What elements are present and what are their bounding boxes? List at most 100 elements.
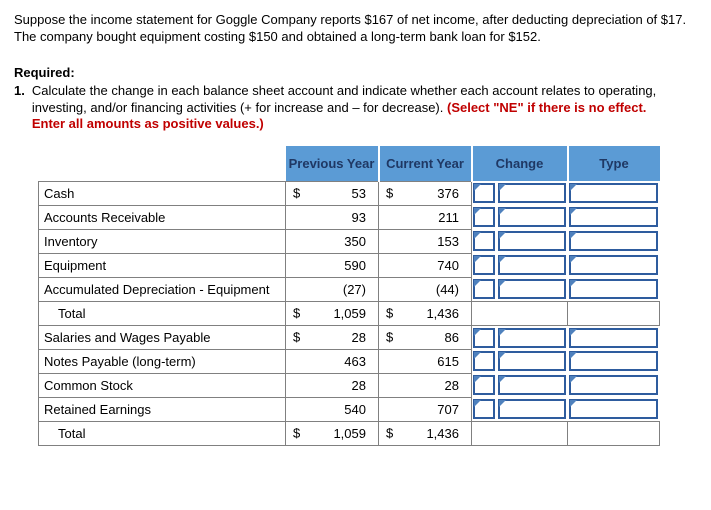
change-sign-input[interactable]: [473, 375, 495, 396]
total-row: Total $1,059 $1,436: [38, 300, 660, 326]
type-cell: [567, 325, 660, 350]
change-sign-input[interactable]: [473, 255, 495, 276]
account-label: Inventory: [38, 228, 286, 254]
change-sign-input[interactable]: [473, 279, 495, 300]
current-year-value: $1,436: [378, 420, 472, 446]
change-input-group: [473, 279, 566, 300]
change-sign-input[interactable]: [473, 351, 495, 372]
type-cell: [567, 229, 660, 254]
account-label: Salaries and Wages Payable: [38, 324, 286, 350]
type-cell: [567, 349, 660, 374]
current-year-value: 211: [378, 204, 472, 230]
amount-text: 350: [344, 233, 366, 249]
account-label: Accounts Receivable: [38, 204, 286, 230]
account-row: Common Stock 28 28: [38, 372, 660, 398]
change-amount-input[interactable]: [498, 183, 566, 204]
current-year-value: 615: [378, 348, 472, 374]
change-amount-input[interactable]: [498, 351, 566, 372]
account-row: Inventory 350 153: [38, 228, 660, 254]
type-input-group: [568, 399, 658, 420]
change-sign-input[interactable]: [473, 207, 495, 228]
account-row: Cash $53 $376: [38, 180, 660, 206]
change-sign-input[interactable]: [473, 231, 495, 252]
requirement-item: 1. Calculate the change in each balance …: [14, 83, 678, 134]
amount-text: 707: [437, 401, 459, 417]
type-cell: [567, 420, 660, 446]
account-row: Accumulated Depreciation - Equipment (27)…: [38, 276, 660, 302]
current-year-value: 153: [378, 228, 472, 254]
previous-year-value: 93: [285, 204, 379, 230]
previous-year-value: $28: [285, 324, 379, 350]
account-row: Equipment 590 740: [38, 252, 660, 278]
change-amount-input[interactable]: [498, 399, 566, 420]
dollar-sign: $: [293, 425, 301, 441]
previous-year-value: $1,059: [285, 420, 379, 446]
change-cell: [471, 253, 568, 278]
account-label: Retained Earnings: [38, 396, 286, 422]
change-input-group: [473, 327, 566, 348]
account-label: Accumulated Depreciation - Equipment: [38, 276, 286, 302]
account-label: Total: [38, 300, 286, 326]
change-amount-input[interactable]: [498, 255, 566, 276]
current-year-value: $86: [378, 324, 472, 350]
type-cell: [567, 300, 660, 326]
amount-text: 28: [444, 377, 459, 393]
type-input[interactable]: [568, 327, 658, 348]
corner-cell: [38, 146, 286, 182]
dollar-sign: $: [386, 185, 394, 201]
type-input[interactable]: [568, 255, 658, 276]
change-sign-input[interactable]: [473, 327, 495, 348]
change-cell: [471, 300, 568, 326]
page: Suppose the income statement for Goggle …: [14, 12, 687, 446]
dollar-sign: $: [293, 185, 301, 201]
type-input-group: [568, 279, 658, 300]
account-label: Common Stock: [38, 372, 286, 398]
type-input-group: [568, 375, 658, 396]
type-input[interactable]: [568, 351, 658, 372]
type-cell: [567, 253, 660, 278]
change-input-group: [473, 351, 566, 372]
change-amount-input[interactable]: [498, 207, 566, 228]
previous-year-value: 28: [285, 372, 379, 398]
type-input[interactable]: [568, 207, 658, 228]
change-amount-input[interactable]: [498, 327, 566, 348]
change-cell: [471, 205, 568, 230]
type-input[interactable]: [568, 279, 658, 300]
change-amount-input[interactable]: [498, 231, 566, 252]
account-row: Notes Payable (long-term) 463 615: [38, 348, 660, 374]
requirement-text-red: (Select "NE" if there is no effect. Ente…: [31, 99, 647, 132]
table-body: Cash $53 $376 Accounts Receivable 93 211 Inven…: [38, 180, 660, 446]
type-input-group: [568, 351, 658, 372]
change-amount-input[interactable]: [498, 279, 566, 300]
type-input[interactable]: [568, 231, 658, 252]
type-input[interactable]: [568, 399, 658, 420]
change-cell: [471, 397, 568, 422]
type-input[interactable]: [568, 375, 658, 396]
account-label: Equipment: [38, 252, 286, 278]
dollar-sign: $: [293, 305, 301, 321]
account-label: Cash: [38, 180, 286, 206]
change-sign-input[interactable]: [473, 399, 495, 420]
type-cell: [567, 205, 660, 230]
dollar-sign: $: [386, 425, 394, 441]
change-input-group: [473, 255, 566, 276]
change-cell: [471, 325, 568, 350]
change-sign-input[interactable]: [473, 183, 495, 204]
header-type: Type: [566, 146, 660, 182]
dollar-sign: $: [293, 329, 301, 345]
account-label: Notes Payable (long-term): [38, 348, 286, 374]
previous-year-value: 463: [285, 348, 379, 374]
dollar-sign: $: [386, 305, 394, 321]
type-cell: [567, 397, 660, 422]
type-input[interactable]: [568, 183, 658, 204]
change-amount-input[interactable]: [498, 375, 566, 396]
account-label: Total: [38, 420, 286, 446]
amount-text: 28: [351, 377, 366, 393]
problem-intro: Suppose the income statement for Goggle …: [14, 12, 687, 44]
type-input-group: [568, 207, 658, 228]
previous-year-value: 590: [285, 252, 379, 278]
header-change: Change: [470, 146, 568, 182]
balance-sheet-table: Previous Year Current Year Change Type C…: [38, 146, 660, 446]
requirement-text-main: Calculate the change in each balance she…: [31, 82, 657, 115]
change-cell: [471, 181, 568, 206]
